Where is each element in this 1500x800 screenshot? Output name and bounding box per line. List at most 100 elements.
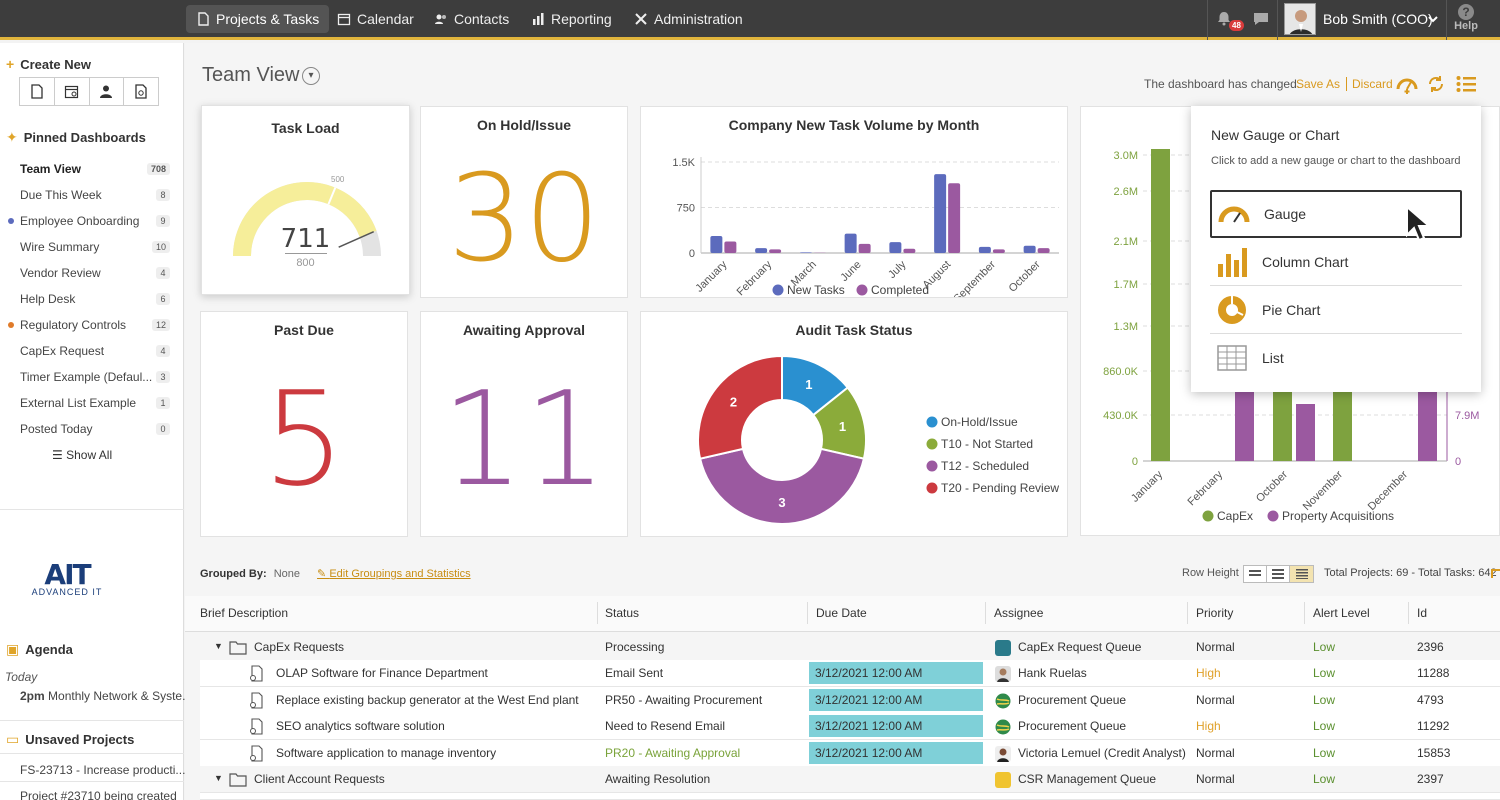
- new-contact-button[interactable]: [90, 78, 125, 105]
- col-separator[interactable]: [597, 602, 598, 624]
- help-button[interactable]: ? Help: [1451, 2, 1481, 32]
- sidebar-item-team-view[interactable]: Team View 708: [20, 160, 170, 178]
- task-document-icon: [250, 718, 263, 735]
- refresh-icon[interactable]: [1427, 75, 1445, 93]
- person-avatar-icon: [995, 666, 1011, 682]
- discard-link[interactable]: Discard: [1346, 77, 1393, 91]
- refresh-icon[interactable]: [1489, 567, 1500, 581]
- nav-calendar[interactable]: Calendar: [327, 5, 424, 33]
- card-title: Awaiting Approval: [462, 322, 586, 338]
- new-task-button[interactable]: [124, 78, 158, 105]
- sidebar-item-capex-request[interactable]: CapEx Request 4: [20, 342, 170, 360]
- audit-status-card[interactable]: Audit Task Status 1 1 3 2 On-Hold/Issue T10 -…: [640, 311, 1068, 537]
- sidebar-item-posted-today[interactable]: Posted Today 0: [20, 420, 170, 438]
- on-hold-card[interactable]: On Hold/Issue 30: [420, 106, 628, 298]
- bar-new-tasks: [799, 252, 812, 253]
- row-height-large-button[interactable]: [1290, 566, 1313, 582]
- past-due-card[interactable]: Past Due 5: [200, 311, 408, 537]
- col-separator[interactable]: [1187, 602, 1188, 624]
- unsaved-project-item[interactable]: FS-23713 - Increase producti...: [20, 763, 186, 777]
- sidebar-item-due-this-week[interactable]: Due This Week 8: [20, 186, 170, 204]
- menu-item-column-chart[interactable]: Column Chart: [1210, 238, 1462, 286]
- new-calendar-button[interactable]: [55, 78, 90, 105]
- create-new-label: Create New: [20, 56, 91, 72]
- sidebar-item-timer-example[interactable]: Timer Example (Defaul... 3: [20, 368, 170, 386]
- company-logo: AIT ADVANCED IT: [22, 558, 112, 597]
- status-dot: [8, 322, 14, 328]
- col-header-due-date[interactable]: Due Date: [816, 606, 867, 620]
- unsaved-project-item[interactable]: Project #23710 being created: [20, 789, 177, 800]
- contacts-icon: [435, 14, 446, 24]
- nav-administration[interactable]: Administration: [624, 5, 753, 33]
- menu-item-gauge[interactable]: Gauge: [1210, 190, 1462, 238]
- user-avatar[interactable]: [1284, 3, 1316, 35]
- col-separator[interactable]: [1408, 602, 1409, 624]
- col-header-id[interactable]: Id: [1417, 606, 1428, 620]
- sidebar-item-vendor-review[interactable]: Vendor Review 4: [20, 264, 170, 282]
- col-separator[interactable]: [807, 602, 808, 624]
- x-tick-label: January: [693, 258, 730, 295]
- sidebar-item-help-desk[interactable]: Help Desk 6: [20, 290, 170, 308]
- table-group-row[interactable]: ▼ CapEx Requests Processing CapEx Reques…: [200, 634, 1500, 661]
- new-document-button[interactable]: [20, 78, 55, 105]
- collapse-chevron-icon[interactable]: ▼: [214, 773, 223, 783]
- awaiting-approval-card[interactable]: Awaiting Approval 11: [420, 311, 628, 537]
- table-group-row[interactable]: ▼ Client Account Requests Awaiting Resol…: [200, 766, 1500, 793]
- table-row[interactable]: Software application to manage inventory…: [200, 740, 1500, 767]
- list-view-icon[interactable]: [1456, 75, 1476, 93]
- col-header-assignee[interactable]: Assignee: [994, 606, 1044, 620]
- sidebar-item-employee-onboarding[interactable]: Employee Onboarding 9: [20, 212, 170, 230]
- col-header-priority[interactable]: Priority: [1196, 606, 1234, 620]
- row-due-date: 3/12/2021 12:00 AM: [809, 742, 983, 764]
- nav-reporting[interactable]: Reporting: [521, 5, 622, 33]
- nav-label: Projects & Tasks: [216, 11, 320, 27]
- agenda-event[interactable]: 2pm Monthly Network & Syste...: [20, 689, 192, 703]
- row-height-medium-button[interactable]: [1267, 566, 1290, 582]
- row-status: PR50 - Awaiting Procurement: [605, 693, 763, 707]
- nav-contacts[interactable]: Contacts: [424, 5, 519, 33]
- table-row[interactable]: Replace existing backup generator at the…: [200, 687, 1500, 714]
- sidebar-item-wire-summary[interactable]: Wire Summary 10: [20, 238, 170, 256]
- row-due-date: 3/12/2021 12:00 AM: [809, 689, 983, 711]
- col-separator[interactable]: [1304, 602, 1305, 624]
- collapse-chevron-icon[interactable]: ▼: [214, 641, 223, 651]
- col-header-brief-description[interactable]: Brief Description: [200, 606, 289, 620]
- table-row[interactable]: SEO analytics software solution Need to …: [200, 713, 1500, 740]
- notification-badge: 48: [1229, 20, 1244, 31]
- title-dropdown-button[interactable]: ▾: [302, 67, 320, 85]
- x-tick-label: November: [1301, 468, 1346, 513]
- create-new-header[interactable]: + Create New: [6, 56, 91, 72]
- bar-completed: [903, 248, 916, 253]
- bell-icon[interactable]: [1216, 10, 1232, 26]
- sidebar-item-regulatory-controls[interactable]: Regulatory Controls 12: [20, 316, 170, 334]
- unsaved-projects-header[interactable]: ▭ Unsaved Projects: [6, 731, 134, 748]
- task-load-card[interactable]: Task Load 711 800 500: [201, 105, 410, 295]
- show-all-label: Show All: [66, 448, 113, 462]
- divider: [0, 781, 184, 782]
- col-separator[interactable]: [985, 602, 986, 624]
- row-height-small-button[interactable]: [1244, 566, 1267, 582]
- menu-item-pie-chart[interactable]: Pie Chart: [1210, 286, 1462, 334]
- user-name[interactable]: Bob Smith (COO): [1323, 11, 1433, 27]
- row-alert-level: Low: [1313, 746, 1336, 760]
- menu-item-list[interactable]: List: [1210, 334, 1462, 382]
- row-alert-level: Low: [1313, 772, 1336, 786]
- agenda-header[interactable]: ▣ Agenda: [6, 641, 73, 658]
- task-volume-card[interactable]: Company New Task Volume by Month 0 750 1.5…: [640, 106, 1068, 298]
- agenda-label: Agenda: [25, 642, 73, 657]
- chevron-down-icon[interactable]: [1428, 14, 1438, 24]
- add-gauge-icon[interactable]: [1395, 73, 1419, 95]
- chat-icon[interactable]: [1252, 11, 1270, 27]
- col-header-alert-level[interactable]: Alert Level: [1313, 606, 1370, 620]
- nav-projects-tasks[interactable]: Projects & Tasks: [186, 5, 330, 33]
- totals-summary: Total Projects: 69 - Total Tasks: 642: [1324, 567, 1497, 579]
- sidebar-item-external-list-example[interactable]: External List Example 1: [20, 394, 170, 412]
- legend-marker: [926, 416, 938, 428]
- save-as-link[interactable]: Save As: [1296, 77, 1341, 91]
- sidebar-item-label: Wire Summary: [20, 240, 100, 254]
- row-status: PR20 - Awaiting Approval: [605, 746, 741, 760]
- show-all-link[interactable]: ☰ Show All: [52, 448, 112, 462]
- edit-groupings-link[interactable]: ✎ Edit Groupings and Statistics: [317, 568, 471, 580]
- col-header-status[interactable]: Status: [605, 606, 640, 620]
- table-row[interactable]: OLAP Software for Finance Department Ema…: [200, 660, 1500, 687]
